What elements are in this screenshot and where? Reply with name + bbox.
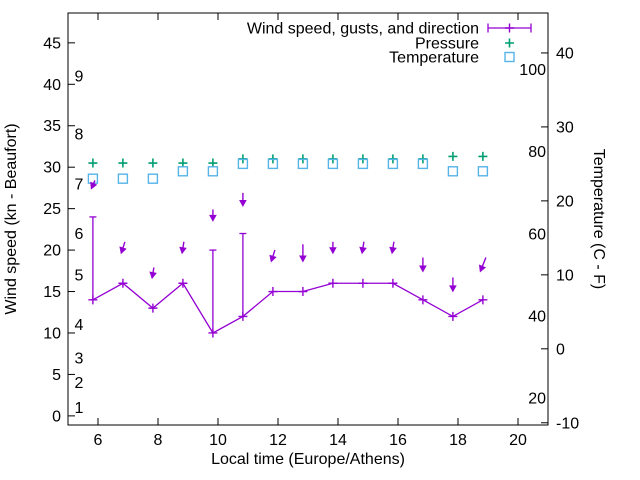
right-tick-label: 40 — [556, 45, 574, 62]
beaufort-label: 6 — [75, 226, 84, 243]
x-tick-label: 16 — [389, 432, 407, 449]
right-tick-label: 0 — [556, 341, 565, 358]
beaufort-label: 7 — [75, 176, 84, 193]
x-axis: 6 8 10 12 14 16 18 20 Local time (Europe/Athens) — [94, 13, 527, 468]
x-axis-title: Local time (Europe/Athens) — [211, 451, 405, 468]
beaufort-label: 4 — [75, 317, 84, 334]
left-tick-label: 30 — [43, 160, 61, 177]
beaufort-label: 9 — [75, 69, 84, 86]
x-tick-label: 10 — [209, 432, 227, 449]
x-tick-label: 8 — [154, 432, 163, 449]
left-tick-label: 20 — [43, 243, 61, 260]
fahrenheit-label: 40 — [528, 308, 546, 325]
legend-label-temperature: Temperature — [389, 50, 479, 67]
plot-border — [67, 12, 549, 426]
beaufort-label: 1 — [75, 400, 84, 417]
right-tick-label: 30 — [556, 119, 574, 136]
left-tick-label: 10 — [43, 325, 61, 342]
x-tick-label: 20 — [509, 432, 527, 449]
x-tick-label: 12 — [269, 432, 287, 449]
x-tick-label: 14 — [329, 432, 347, 449]
beaufort-label: 8 — [75, 127, 84, 144]
right-tick-label: 10 — [556, 267, 574, 284]
beaufort-label: 3 — [75, 350, 84, 367]
left-tick-label: 0 — [52, 408, 61, 425]
x-tick-label: 18 — [449, 432, 467, 449]
fahrenheit-label: 60 — [528, 226, 546, 243]
left-tick-label: 40 — [43, 77, 61, 94]
left-tick-label: 45 — [43, 35, 61, 52]
beaufort-label: 2 — [75, 375, 84, 392]
wind-series — [88, 180, 488, 338]
right-axis: -10 0 10 20 30 40 20 40 60 80 100 Temperature (C - … — [519, 45, 607, 432]
right-tick-label: -10 — [556, 415, 579, 432]
temperature-series — [87, 158, 489, 184]
fahrenheit-label: 20 — [528, 391, 546, 408]
left-tick-label: 15 — [43, 284, 61, 301]
left-tick-label: 35 — [43, 118, 61, 135]
right-tick-label: 20 — [556, 193, 574, 210]
fahrenheit-label: 100 — [519, 62, 546, 79]
legend: Wind speed, gusts, and directionPressure… — [247, 21, 532, 67]
left-tick-label: 5 — [52, 367, 61, 384]
wind-speed-line — [92, 282, 484, 334]
right-axis-title: Temperature (C - F) — [590, 149, 607, 289]
x-tick-label: 6 — [94, 432, 103, 449]
left-axis-title: Wind speed (kn - Beaufort) — [3, 123, 20, 314]
legend-label-pressure: Pressure — [415, 36, 479, 53]
legend-label-wind: Wind speed, gusts, and direction — [247, 21, 479, 38]
beaufort-label: 5 — [75, 267, 84, 284]
fahrenheit-label: 80 — [528, 144, 546, 161]
left-tick-label: 25 — [43, 201, 61, 218]
